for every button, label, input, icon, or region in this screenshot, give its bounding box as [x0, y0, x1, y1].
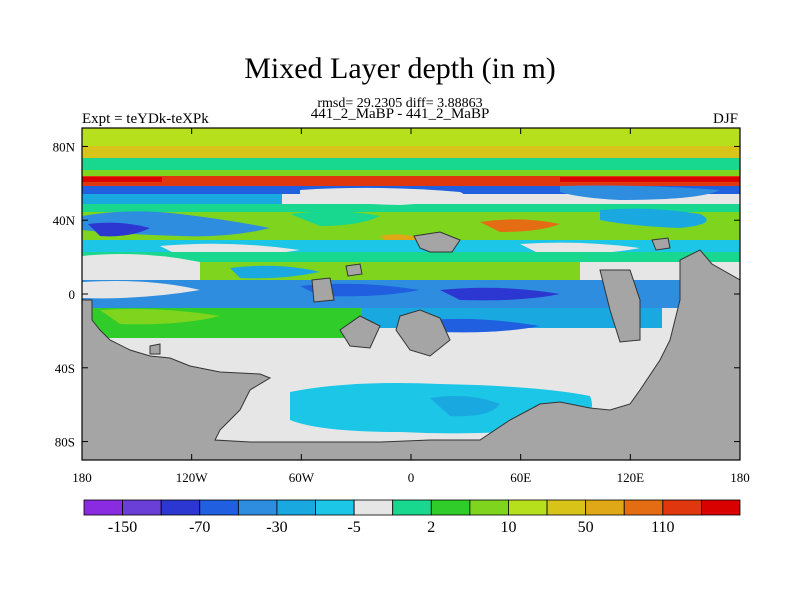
land-africa-horn — [599, 269, 641, 343]
colorbar-swatch — [199, 499, 239, 516]
colorbar-swatch — [623, 499, 664, 516]
colorbar-swatch — [160, 499, 201, 516]
field-patch-south-blue — [430, 318, 540, 333]
colorbar-label: -150 — [108, 519, 137, 536]
colorbar-label: 2 — [427, 519, 435, 536]
x-tick-label: 120W — [176, 470, 209, 485]
stats-label: rmsd= 29.2305 diff= 3.88863 — [317, 96, 483, 111]
field-patch-eq-west-gap — [82, 281, 200, 299]
land-island-1 — [395, 309, 451, 357]
colorbar-swatch — [546, 499, 587, 516]
field-patch-subtrop-gap-2 — [520, 242, 640, 255]
land-masses — [82, 231, 740, 460]
y-tick-label: 0 — [69, 287, 76, 302]
colorbar-swatch — [353, 499, 394, 516]
field-band-south-gap — [82, 338, 322, 358]
y-tick-label: 40S — [55, 361, 75, 376]
colorbar-label: -5 — [347, 519, 360, 536]
land-island-6 — [651, 237, 671, 251]
field-patch-midlat-gap — [300, 187, 464, 205]
field-patch-eq-darker — [440, 287, 560, 301]
field-band-red — [82, 176, 740, 186]
colorbar-label: 10 — [500, 519, 516, 536]
x-tick-label: 0 — [408, 470, 415, 485]
y-tick-label: 80N — [53, 139, 76, 154]
field-patch-na-green — [290, 211, 380, 226]
field-band-arctic-2 — [82, 146, 740, 160]
colorbar-swatch — [469, 499, 509, 516]
field-band-arctic-4 — [82, 170, 740, 176]
colorbar-label: -30 — [266, 519, 287, 536]
colorbar: -150 -70 -30 -5 2 10 50 110 — [83, 499, 741, 536]
map-field — [82, 128, 740, 460]
y-tick-label: 40N — [53, 213, 76, 228]
colorbar-swatch — [508, 499, 548, 516]
x-axis: 180 120W 60W 0 60E 120E 180 — [72, 128, 750, 485]
field-patch-trop-cyan — [230, 265, 320, 279]
field-band-red-dark-west — [82, 177, 162, 182]
y-tick-label: 80S — [55, 435, 75, 450]
x-tick-label: 60W — [289, 470, 315, 485]
field-patch-orange — [480, 219, 560, 232]
y-axis: 80N 40N 0 40S 80S — [53, 139, 740, 450]
colorbar-label: 50 — [578, 519, 594, 536]
colorbar-swatch — [83, 499, 123, 516]
map-title: Mixed Layer depth (in m) — [244, 52, 556, 85]
field-band-cyan-west — [82, 194, 282, 206]
field-patch-south-yg — [100, 308, 220, 325]
land-island-3 — [311, 277, 335, 303]
colorbar-swatch — [315, 499, 355, 516]
x-tick-label: 180 — [72, 470, 92, 485]
season-label: DJF — [712, 111, 738, 127]
experiment-pair-label: 441_2_MaBP - 441_2_MaBP — [310, 106, 490, 122]
land-island-7 — [149, 343, 161, 355]
colorbar-swatch — [392, 499, 432, 516]
field-band-red-dark-east — [560, 177, 740, 182]
colorbar-label: -70 — [189, 519, 210, 536]
x-tick-label: 120E — [617, 470, 645, 485]
expt-label: Expt = teYDk-teXPk — [82, 111, 209, 127]
field-band-green — [82, 204, 740, 214]
colorbar-swatch — [701, 499, 741, 516]
field-band-equator — [82, 280, 740, 308]
field-band-arctic-1 — [82, 128, 740, 146]
colorbar-label: 110 — [651, 519, 674, 536]
field-patch-nepac — [560, 185, 720, 200]
field-patch-wpac-darkblue — [88, 222, 150, 237]
x-tick-label: 180 — [730, 470, 750, 485]
x-tick-label: 60E — [510, 470, 531, 485]
colorbar-swatch — [276, 499, 316, 516]
land-island-5 — [345, 263, 363, 277]
field-patch-west-gap — [82, 254, 200, 271]
colorbar-swatch — [237, 499, 278, 516]
colorbar-swatch — [430, 499, 471, 516]
colorbar-swatch — [585, 499, 625, 516]
field-patch-southern-ocean-core — [430, 396, 500, 417]
colorbar-swatch — [662, 499, 702, 516]
land-south — [82, 249, 740, 460]
colorbar-swatch — [122, 499, 162, 516]
land-island-4 — [413, 231, 461, 253]
land-island-2 — [339, 315, 381, 349]
field-band-subtrop-green — [82, 252, 740, 262]
field-band-arctic-3 — [82, 158, 740, 170]
field-patch-ne-cyan — [600, 208, 707, 228]
